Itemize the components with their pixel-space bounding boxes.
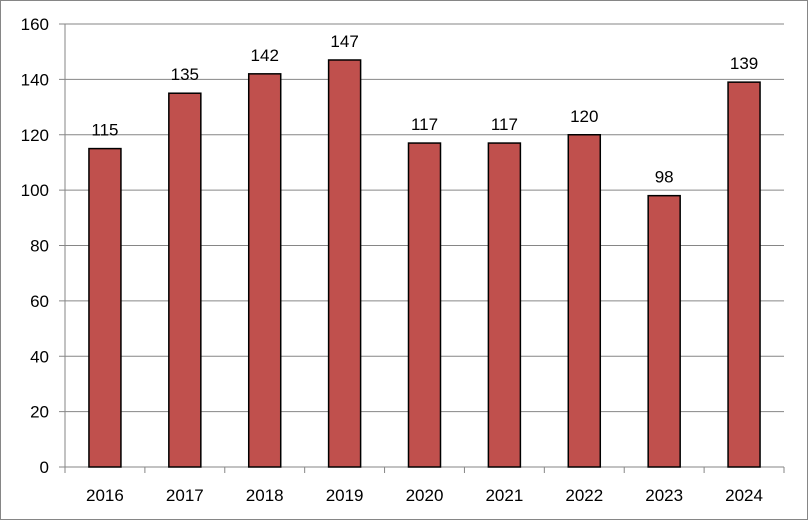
bar-2016 xyxy=(88,147,122,468)
data-label: 98 xyxy=(655,168,674,187)
x-tick-label: 2018 xyxy=(246,486,284,505)
x-tick-label: 2020 xyxy=(406,486,444,505)
data-label: 117 xyxy=(491,115,518,134)
x-tick-label: 2024 xyxy=(725,486,763,505)
bar-2018 xyxy=(247,73,282,468)
y-tick-label: 100 xyxy=(21,181,49,200)
data-label: 139 xyxy=(730,54,758,73)
data-label: 135 xyxy=(171,65,199,84)
bar-2022 xyxy=(567,134,602,468)
y-tick-label: 20 xyxy=(30,403,49,422)
y-tick-label: 120 xyxy=(21,126,49,145)
data-label: 147 xyxy=(330,32,358,51)
y-tick-label: 40 xyxy=(30,347,49,366)
x-tick-label: 2019 xyxy=(326,486,364,505)
y-tick-label: 60 xyxy=(30,292,49,311)
bar-2024 xyxy=(727,81,761,468)
y-tick-label: 160 xyxy=(21,15,49,34)
x-tick-label: 2021 xyxy=(485,486,523,505)
data-label: 120 xyxy=(570,107,598,126)
x-tick-label: 2017 xyxy=(166,486,204,505)
bar-2021 xyxy=(487,142,522,468)
y-tick-label: 80 xyxy=(30,237,49,256)
x-tick-label: 2022 xyxy=(565,486,603,505)
y-tick-label: 0 xyxy=(40,458,49,477)
x-tick-label: 2016 xyxy=(86,486,124,505)
bar-2019 xyxy=(327,59,362,468)
data-label: 115 xyxy=(91,121,118,140)
data-label: 142 xyxy=(251,46,279,65)
data-label: 117 xyxy=(411,115,438,134)
x-tick-label: 2023 xyxy=(645,486,683,505)
y-tick-label: 140 xyxy=(21,70,49,89)
bar-2017 xyxy=(168,92,202,468)
bar-2023 xyxy=(647,194,681,468)
bar-2020 xyxy=(407,142,442,468)
